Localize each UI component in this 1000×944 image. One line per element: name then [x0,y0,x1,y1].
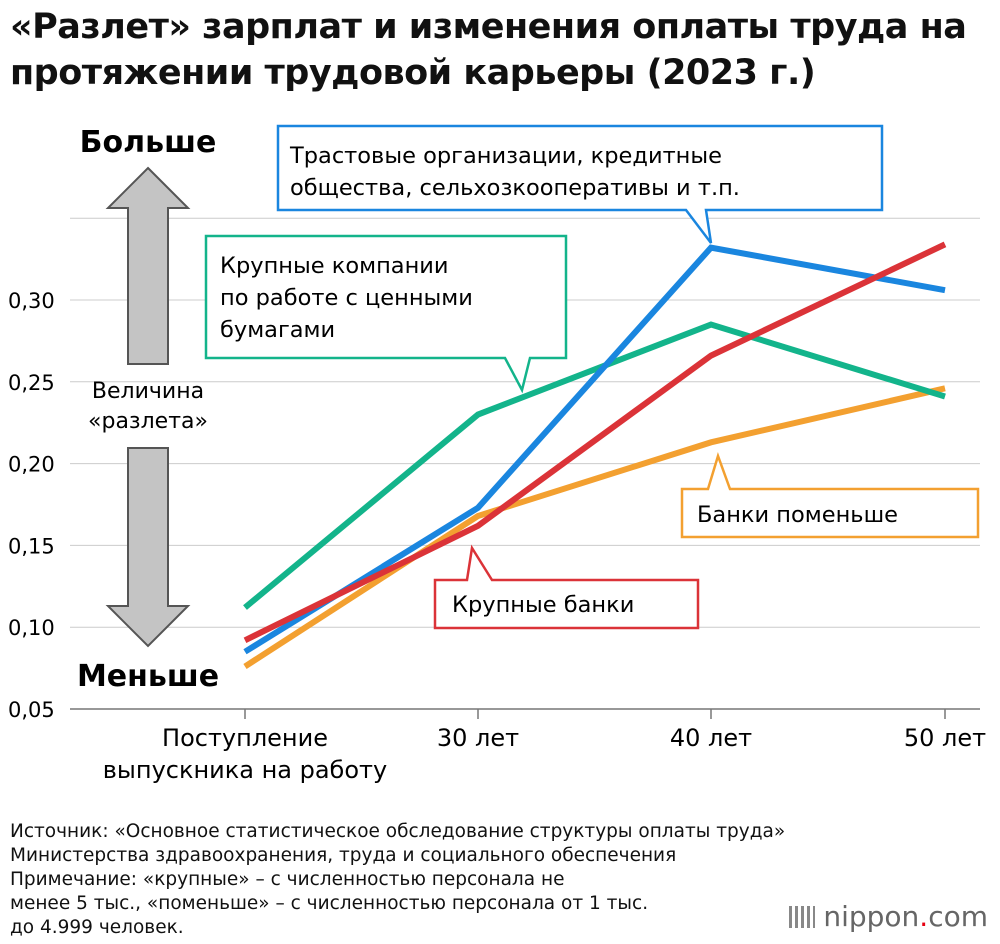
callout-securities: Крупные компании по работе с ценными бум… [204,234,568,394]
scale-indicator: Больше Величина «разлета» Меньше [77,125,219,694]
callout-trust: Трастовые организации, кредитные обществ… [276,124,884,244]
up-arrow-icon [105,166,191,365]
chart-title: «Разлет» зарплат и изменения оплаты труд… [10,4,995,96]
y-tick-label: 0,15 [8,534,55,558]
series-lines [243,241,947,669]
x-tick-label: Поступление [162,724,328,752]
more-label: Больше [80,125,217,160]
x-tick-label: 50 лет [904,724,986,752]
note-line-3: до 4.999 человек. [10,917,184,938]
note-line-1: Примечание: «крупные» – с численностью п… [10,869,565,890]
y-tick-label: 0,25 [8,371,55,395]
y-axis: 0,05 0,10 0,15 0,20 0,25 0,30 [8,289,55,722]
brand-dot: . [919,900,929,933]
chart-title-line-1: «Разлет» зарплат и изменения оплаты труд… [10,7,967,47]
measure-label-line-2: «разлета» [88,409,208,434]
x-tick-label: 30 лет [437,724,519,752]
brand-suffix: com [928,900,988,933]
chart-title-line-2: протяжении трудовой карьеры (2023 г.) [10,53,816,93]
callout-large-banks: Крупные банки [433,544,700,630]
callout-securities-line-2: по работе с ценными [220,285,473,311]
x-axis: Поступление выпускника на работу 30 лет 40 … [103,709,986,784]
brand-name: nippon [823,900,920,933]
y-tick-label: 0,10 [8,616,55,640]
source-note: Источник: «Основное статистическое обсле… [10,820,786,940]
callout-trust-line-2: общества, сельхозкооперативы и т.п. [290,175,740,201]
callout-large-banks-line-1: Крупные банки [452,592,634,618]
note-line-2: менее 5 тыс., «поменьше» – с численность… [10,893,649,914]
y-tick-label: 0,20 [8,453,55,477]
series-line-2 [243,241,947,643]
series-line-1 [243,321,946,610]
less-label: Меньше [77,659,219,694]
measure-label-line-1: Величина [92,379,204,404]
callout-small-banks: Банки поменьше [680,452,980,539]
series-line-3 [243,385,946,669]
callout-trust-line-1: Трастовые организации, кредитные [289,143,722,169]
callout-securities-line-3: бумагами [220,317,335,343]
down-arrow-icon [105,447,191,648]
callout-securities-line-1: Крупные компании [220,253,449,279]
callout-small-banks-line-1: Банки поменьше [697,502,898,528]
brand-bars-icon [789,905,816,928]
brand-logo: nippon. com [789,900,988,933]
y-tick-label: 0,30 [8,289,55,313]
y-tick-label: 0,05 [8,698,55,722]
source-line-2: Министерства здравоохранения, труда и со… [10,845,677,866]
x-tick-label: 40 лет [670,724,752,752]
x-tick-label: выпускника на работу [103,756,387,784]
source-line-1: Источник: «Основное статистическое обсле… [10,821,786,842]
